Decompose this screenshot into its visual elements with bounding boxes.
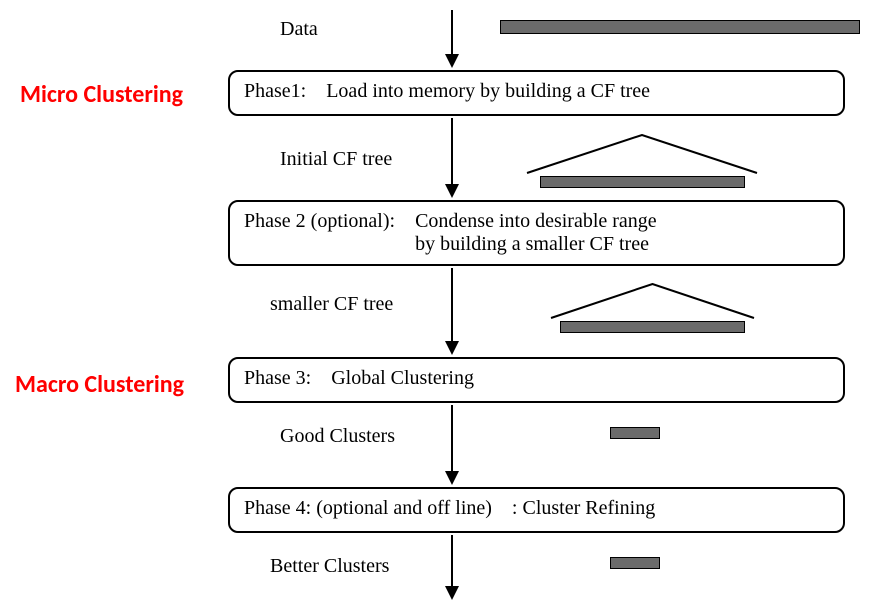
cf-tree-icon-2 xyxy=(550,283,755,319)
side-label-micro: Micro Clustering xyxy=(20,80,183,109)
phase-4-box: Phase 4: (optional and off line) : Clust… xyxy=(228,487,845,533)
phase-3-box: Phase 3: Global Clustering xyxy=(228,357,845,403)
label-smaller-cf: smaller CF tree xyxy=(270,293,393,316)
cf-tree-icon-1 xyxy=(526,134,758,174)
data-bar-0 xyxy=(500,20,860,34)
phase-3-label: Phase 3: xyxy=(244,367,311,390)
label-good-clusters: Good Clusters xyxy=(280,425,395,448)
data-bar-1 xyxy=(540,176,745,188)
label-initial-cf: Initial CF tree xyxy=(280,148,392,171)
phase-1-label: Phase1: xyxy=(244,80,306,103)
side-label-macro: Macro Clustering xyxy=(15,370,184,399)
phase-2-box: Phase 2 (optional): Condense into desira… xyxy=(228,200,845,266)
data-bar-4 xyxy=(610,557,660,569)
label-better-clusters: Better Clusters xyxy=(270,555,389,578)
data-bar-3 xyxy=(610,427,660,439)
phase-2-desc: Condense into desirable range by buildin… xyxy=(415,210,657,256)
label-data: Data xyxy=(280,18,318,41)
phase-4-label: Phase 4: (optional and off line) xyxy=(244,497,492,520)
phase-1-desc: Load into memory by building a CF tree xyxy=(326,80,650,103)
phase-2-label: Phase 2 (optional): xyxy=(244,210,395,233)
phase-3-desc: Global Clustering xyxy=(331,367,474,390)
data-bar-2 xyxy=(560,321,745,333)
phase-4-desc: : Cluster Refining xyxy=(512,497,655,520)
phase-1-box: Phase1: Load into memory by building a C… xyxy=(228,70,845,116)
